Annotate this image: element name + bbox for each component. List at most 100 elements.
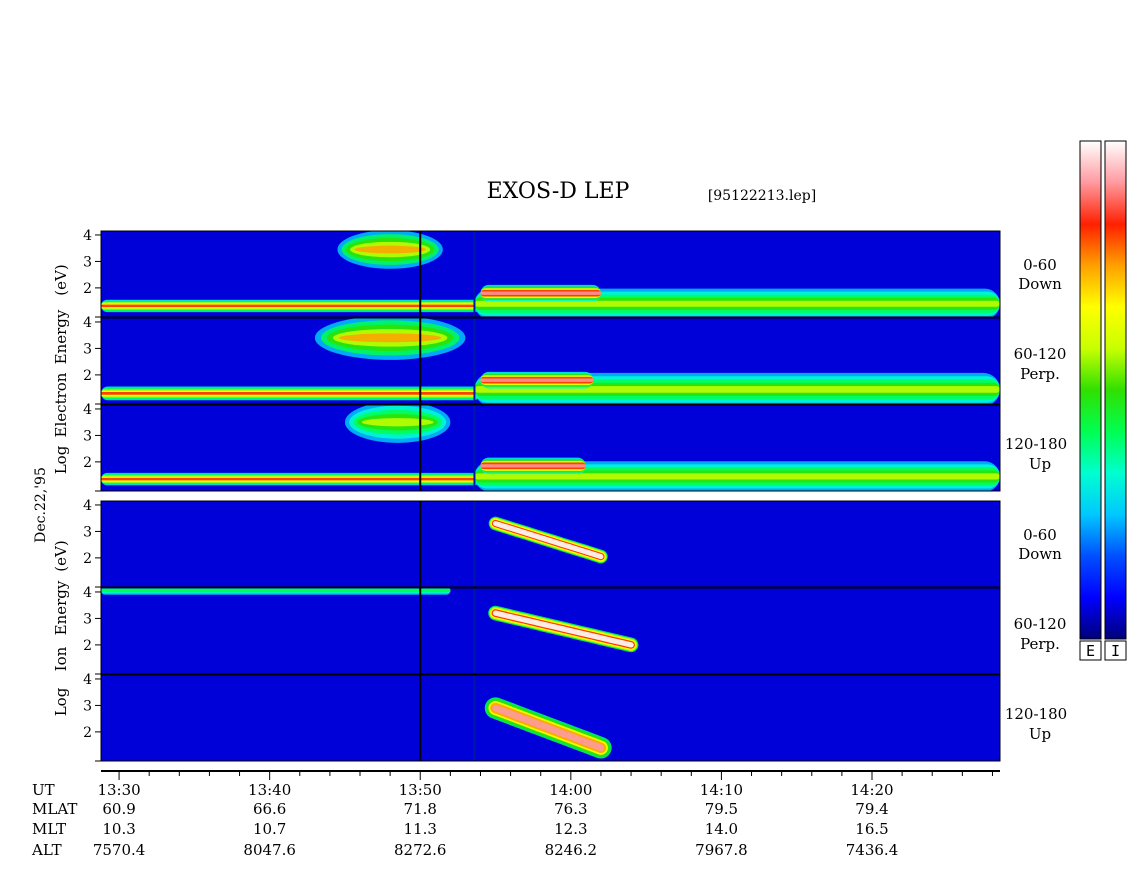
ephemeris-alt-value: 7967.8 [695,841,748,859]
y-tick-label: 2 [83,455,92,471]
ephemeris-alt-value: 7436.4 [846,841,899,859]
y-tick-label: 4 [83,585,92,601]
pitch-label-i-down-range: 0-60 [1023,526,1057,544]
ephemeris-mlat-value: 71.8 [404,800,437,818]
y-tick-label: 3 [83,254,92,270]
ephemeris-mlt-value: 11.3 [404,820,437,838]
pitch-label-e-down-range: 0-60 [1023,256,1057,274]
y-tick-label: 2 [83,281,92,297]
dispersion-signature [492,704,605,752]
panel-frame [100,404,1001,492]
ephemeris-alt-value: 8246.2 [545,841,598,859]
panel-features [101,318,1000,404]
panel-ion-3: 2 3 4 [83,498,1001,588]
panel-features [101,231,1000,317]
ephemeris-ut-value: 14:20 [850,781,893,799]
ephemeris-row-label-mlt: MLT [32,820,66,838]
pitch-label-e-perp-range: 60-120 [1014,345,1067,363]
y-tick-label: 3 [83,428,92,444]
spectral-band [480,378,594,382]
panel-electron-2: 2 3 4 [83,402,1001,492]
ephemeris-mlt-value: 10.7 [253,820,286,838]
ephemeris-mlt-value: 16.5 [855,820,888,838]
pitch-label-e-up-dir: Up [1029,455,1051,473]
y-tick-label: 2 [83,638,92,654]
y-tick-label: 3 [83,698,92,714]
pitch-label-i-up-range: 120-180 [1005,705,1067,723]
ion-axis-label-unit: (eV) [52,540,70,571]
panel-frame [100,317,1001,405]
electron-colorbar-label: E [1086,642,1095,660]
spectral-blob [338,333,442,343]
y-tick-label: 2 [83,368,92,384]
ephemeris-mlt-value: 14.0 [705,820,738,838]
electron-axis-label-log: Log [52,445,70,474]
electron-colorbar-box [1079,640,1102,661]
ion-axis-label: Log Ion Energy (eV) [52,540,70,716]
spectral-band [474,386,1000,393]
ephemeris-mlat-value: 79.4 [855,800,888,818]
pitch-label-e-down-dir: Down [1018,275,1062,293]
file-label: [95122213.lep] [708,188,816,204]
y-tick-label: 4 [83,672,92,688]
panel-features [419,675,612,761]
ephemeris-mlt-value: 12.3 [554,820,587,838]
ion-colorbar [1104,140,1127,640]
ion-colorbar-box [1104,640,1127,661]
ephemeris-ut-value: 14:00 [549,781,592,799]
axes [101,770,1000,780]
ephemeris-mlat-value: 60.9 [102,800,135,818]
ephemeris-ut-value: 13:40 [248,781,291,799]
pitch-label-i-perp-dir: Perp. [1020,635,1060,653]
ephemeris-alt-value: 7570.4 [93,841,146,859]
electron-axis-label: Log Electron Energy (eV) [52,264,70,474]
panel-frame [100,587,1001,675]
panel-frame [100,500,1001,588]
ephemeris-ut-value: 13:50 [399,781,442,799]
pitch-angle-labels: 0-60 Down 60-120 Perp. 120-180 Up 0-60 D… [1005,256,1067,743]
spectral-band [474,473,1000,480]
colorbars: E I [1079,140,1127,661]
electron-axis-label-energy: Energy [52,309,70,364]
panel-electron-0: 2 3 4 [83,228,1001,318]
pitch-label-e-up-range: 120-180 [1005,435,1067,453]
panel-features [101,405,1000,491]
panel-features [419,501,608,587]
y-tick-label: 3 [83,524,92,540]
pitch-label-i-up-dir: Up [1029,725,1051,743]
y-tick-label: 2 [83,725,92,741]
panel-frame [100,230,1001,318]
ion-axis-label-log: Log [52,687,70,716]
ephemeris-alt-value: 8047.6 [243,841,296,859]
spectral-band [101,589,451,592]
ion-axis-label-species: Ion [52,646,70,671]
panel-features [101,588,639,674]
ion-axis-label-energy: Energy [52,580,70,635]
spectral-band [480,291,601,295]
spectrogram-panels: 2 3 4 2 3 4 2 3 4 2 3 4 2 3 4 2 3 4 [83,228,1001,762]
ephemeris-row-label-mlat: MLAT [32,800,77,818]
panel-frame [100,674,1001,762]
ephemeris-mlt-value: 10.3 [102,820,135,838]
spectral-band [474,300,1000,307]
electron-axis-label-unit: (eV) [52,264,70,295]
y-tick-label: 3 [83,611,92,627]
ephemeris-mlat-value: 76.3 [554,800,587,818]
spectral-blob [354,245,426,254]
chart-title: EXOS-D LEP [487,179,630,204]
panel-ion-5: 2 3 4 [83,672,1001,762]
ephemeris-mlat-value: 66.6 [253,800,286,818]
date-label: Dec.22,'95 [33,467,49,543]
ephemeris-row-label-ut: UT [32,781,55,799]
ephemeris-ut-value: 13:30 [97,781,140,799]
y-tick-label: 3 [83,341,92,357]
y-tick-label: 4 [83,228,92,244]
spectral-band [480,464,586,468]
ephemeris-mlat-value: 79.5 [705,800,738,818]
y-tick-label: 2 [83,551,92,567]
dispersion-signature [492,520,604,560]
electron-axis-label-species: Electron [52,372,70,437]
panel-electron-1: 2 3 4 [83,315,1001,405]
